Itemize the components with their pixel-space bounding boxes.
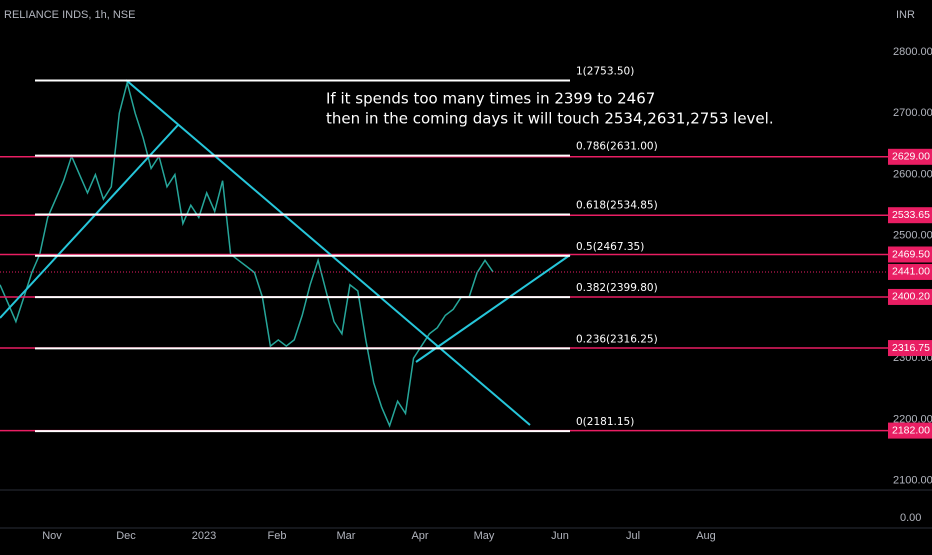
price-label-box xyxy=(888,340,932,357)
x-tick-label: Apr xyxy=(411,530,428,542)
trend-line xyxy=(0,124,179,319)
y-tick-label: 2200.00 xyxy=(893,413,932,425)
y-tick-label: 2800.00 xyxy=(893,46,932,58)
last-price-label: 2441.00 xyxy=(892,266,930,278)
fib-level-label: 0.618(2534.85) xyxy=(576,199,658,211)
x-tick-label: Nov xyxy=(42,530,62,542)
price-label-box xyxy=(888,207,932,224)
price-label: 2182.00 xyxy=(892,424,930,436)
trend-line xyxy=(415,254,571,363)
price-label: 2400.20 xyxy=(892,291,930,303)
currency-label: INR xyxy=(896,9,915,21)
x-tick-label: 2023 xyxy=(192,530,216,542)
fib-level-label: 0(2181.15) xyxy=(576,416,634,428)
x-tick-label: May xyxy=(474,530,495,542)
last-price-box xyxy=(888,263,932,280)
fib-level-label: 0.5(2467.35) xyxy=(576,241,644,253)
price-label: 2533.65 xyxy=(892,209,930,221)
price-label: 2629.00 xyxy=(892,151,930,163)
price-label-box xyxy=(888,422,932,439)
fib-level-label: 0.382(2399.80) xyxy=(576,282,658,294)
x-tick-label: Dec xyxy=(116,530,136,542)
annotation-line: If it spends too many times in 2399 to 2… xyxy=(326,90,655,108)
y-tick-label: 2700.00 xyxy=(893,107,932,119)
x-tick-label: Jul xyxy=(626,530,640,542)
y-tick-label: 2600.00 xyxy=(893,168,932,180)
x-tick-label: Feb xyxy=(268,530,287,542)
y-tick-label: 2100.00 xyxy=(893,475,932,487)
chart-title: RELIANCE INDS, 1h, NSE xyxy=(4,9,135,21)
price-label-box xyxy=(888,148,932,165)
price-label-box xyxy=(888,246,932,263)
price-label-box xyxy=(888,288,932,305)
y-tick-label: 2500.00 xyxy=(893,230,932,242)
x-tick-label: Aug xyxy=(696,530,716,542)
x-tick-label: Mar xyxy=(337,530,356,542)
trend-line xyxy=(125,79,531,426)
annotation-line: then in the coming days it will touch 25… xyxy=(326,110,774,128)
x-tick-label: Jun xyxy=(551,530,569,542)
price-line xyxy=(0,79,494,428)
trend-lines xyxy=(0,79,571,426)
price-label: 2316.75 xyxy=(892,342,930,354)
price-label: 2469.50 xyxy=(892,248,930,260)
volume-tick-label: 0.00 xyxy=(900,512,921,524)
fib-level-label: 1(2753.50) xyxy=(576,66,634,78)
fib-level-label: 0.786(2631.00) xyxy=(576,141,658,153)
fib-level-label: 0.236(2316.25) xyxy=(576,333,658,345)
